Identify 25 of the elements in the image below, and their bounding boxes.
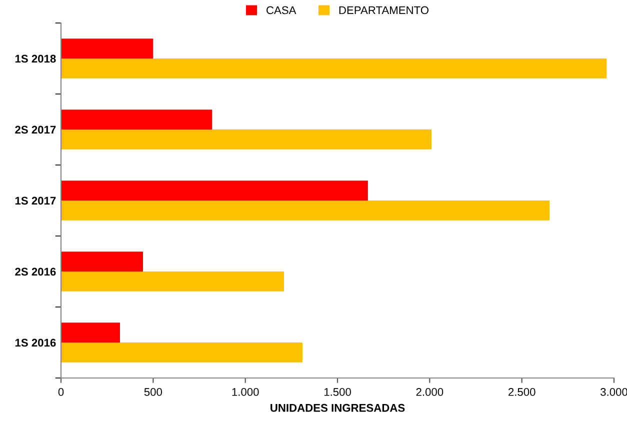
bar xyxy=(61,272,284,292)
y-tick-label: 2S 2016 xyxy=(15,268,56,276)
bar xyxy=(61,130,432,150)
legend-label: DEPARTAMENTO xyxy=(339,6,428,14)
y-tick-label: 1S 2017 xyxy=(15,196,56,205)
x-tick-label: 1.500 xyxy=(324,388,351,396)
bar xyxy=(61,342,302,362)
bar xyxy=(61,322,120,342)
x-tick-label: 2.000 xyxy=(416,388,444,396)
x-tick-label: 0 xyxy=(58,388,64,396)
x-axis-title: UNIDADES INGRESADAS xyxy=(270,404,405,412)
bar xyxy=(61,200,550,220)
y-tick-label: 1S 2018 xyxy=(15,54,56,63)
x-tick-label: 2.500 xyxy=(508,388,536,396)
bar xyxy=(61,58,607,78)
y-tick-label: 1S 2016 xyxy=(15,338,56,347)
legend-label: CASA xyxy=(266,6,296,14)
bar xyxy=(61,38,154,58)
x-tick-label: 3.000 xyxy=(600,388,627,396)
bar xyxy=(61,180,368,200)
x-tick-label: 500 xyxy=(144,388,162,396)
x-tick-label: 1.000 xyxy=(232,388,259,396)
y-tick-label: 2S 2017 xyxy=(15,126,56,134)
bar xyxy=(61,252,144,272)
bar xyxy=(61,110,212,130)
